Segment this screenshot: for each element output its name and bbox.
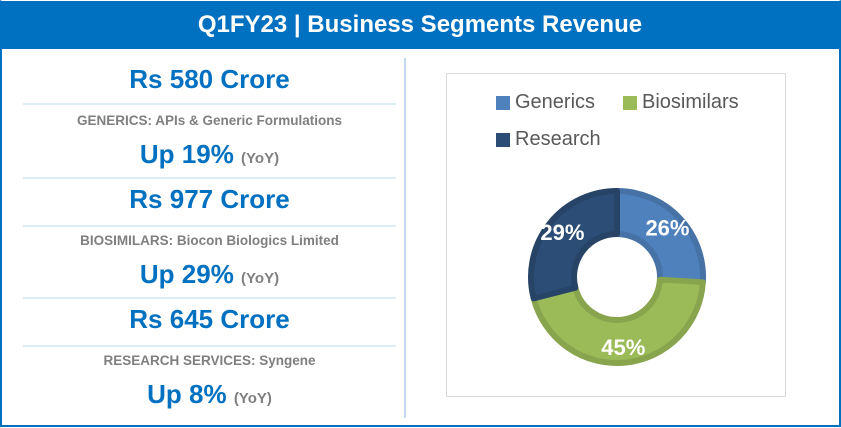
segment-biosimilars-growth: Up 29% (YoY): [23, 259, 396, 290]
legend-swatch-research: [496, 132, 510, 147]
segment-generics-description: GENERICS: APIs & Generic Formulations: [76, 113, 343, 128]
legend-swatch-generics: [496, 95, 510, 110]
donut-slice-face-research: [536, 196, 615, 295]
legend-label: Research: [515, 128, 601, 150]
segment-generics-growth: Up 19% (YoY): [23, 139, 396, 170]
growth-suffix: (YoY): [241, 270, 280, 287]
growth-value: Up 29%: [139, 259, 234, 289]
legend-item-generics: Generics: [496, 91, 595, 114]
donut-chart-panel: Generics Biosimilars Research 26% 45% 29%: [446, 73, 786, 397]
segment-biosimilars-description: BIOSIMILARS: Biocon Biologics Limited: [80, 233, 339, 248]
column-divider: [404, 58, 406, 418]
segment-research-description: RESEARCH SERVICES: Syngene: [103, 353, 316, 368]
data-label-biosimilars: 45%: [601, 335, 645, 360]
legend-item-biosimilars: Biosimilars: [623, 91, 739, 114]
legend-swatch-biosimilars: [623, 95, 637, 110]
growth-value: Up 19%: [139, 139, 234, 169]
separator: [23, 225, 396, 227]
separator: [23, 103, 396, 105]
separator: [23, 297, 396, 299]
donut-slice-face-generics: [619, 196, 698, 280]
growth-suffix: (YoY): [233, 390, 272, 407]
legend-label: Biosimilars: [642, 91, 739, 113]
growth-value: Up 8%: [147, 379, 227, 409]
segment-biosimilars-amount: Rs 977 Crore: [129, 184, 290, 214]
data-label-research: 29%: [540, 220, 584, 245]
data-label-generics: 26%: [645, 215, 689, 240]
donut-chart: 26% 45% 29%: [528, 188, 706, 366]
separator: [23, 177, 396, 179]
legend-item-research: Research: [496, 128, 601, 151]
segment-research-growth: Up 8% (YoY): [23, 379, 396, 410]
separator: [23, 345, 396, 347]
growth-suffix: (YoY): [241, 150, 280, 167]
segment-research-amount: Rs 645 Crore: [129, 304, 290, 334]
page-title: Q1FY23 | Business Segments Revenue: [1, 1, 839, 49]
donut-slice-face-biosimilars: [539, 282, 698, 358]
legend-label: Generics: [515, 91, 596, 113]
segment-generics-amount: Rs 580 Crore: [129, 64, 290, 94]
